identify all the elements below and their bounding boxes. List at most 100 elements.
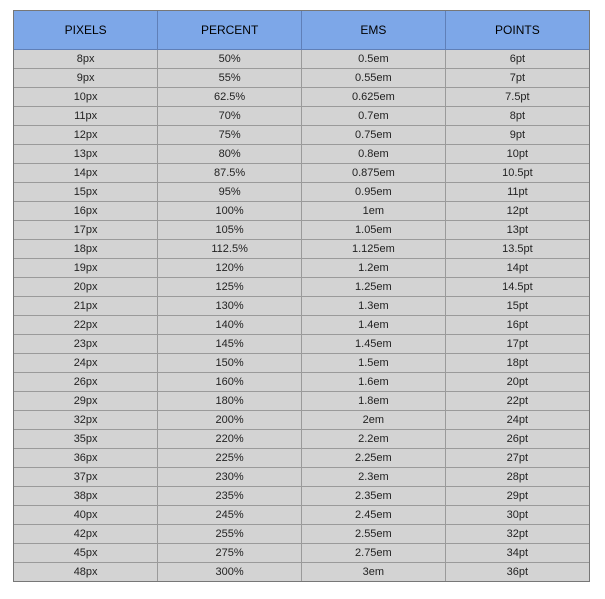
cell-pixels: 15px (14, 182, 159, 202)
table-row: 18px 112.5% 1.125em 13.5pt (14, 239, 589, 259)
cell-pixels: 26px (14, 372, 159, 392)
cell-pixels: 10px (14, 87, 159, 107)
cell-percent: 130% (157, 296, 302, 316)
table-row: 11px 70% 0.7em 8pt (14, 106, 589, 126)
cell-points: 13.5pt (445, 239, 589, 259)
cell-ems: 2.25em (301, 448, 446, 468)
cell-pixels: 21px (14, 296, 159, 316)
table-row: 9px 55% 0.55em 7pt (14, 68, 589, 88)
cell-ems: 1.3em (301, 296, 446, 316)
cell-percent: 255% (157, 524, 302, 544)
cell-percent: 50% (157, 49, 302, 69)
table-row: 17px 105% 1.05em 13pt (14, 220, 589, 240)
cell-ems: 0.8em (301, 144, 446, 164)
table-row: 24px 150% 1.5em 18pt (14, 353, 589, 373)
cell-pixels: 36px (14, 448, 159, 468)
cell-ems: 0.55em (301, 68, 446, 88)
cell-points: 6pt (445, 49, 589, 69)
cell-points: 29pt (445, 486, 589, 506)
cell-points: 13pt (445, 220, 589, 240)
cell-percent: 120% (157, 258, 302, 278)
cell-percent: 200% (157, 410, 302, 430)
cell-points: 7pt (445, 68, 589, 88)
table-row: 45px 275% 2.75em 34pt (14, 543, 589, 563)
cell-pixels: 13px (14, 144, 159, 164)
table-row: 40px 245% 2.45em 30pt (14, 505, 589, 525)
cell-ems: 2em (301, 410, 446, 430)
header-row: PIXELS PERCENT EMS POINTS (14, 11, 589, 50)
table-row: 35px 220% 2.2em 26pt (14, 429, 589, 449)
cell-percent: 70% (157, 106, 302, 126)
cell-pixels: 48px (14, 562, 159, 581)
cell-pixels: 14px (14, 163, 159, 183)
cell-ems: 2.35em (301, 486, 446, 506)
cell-percent: 275% (157, 543, 302, 563)
cell-points: 9pt (445, 125, 589, 145)
column-header-ems: EMS (301, 11, 446, 50)
cell-ems: 1.2em (301, 258, 446, 278)
cell-ems: 1.5em (301, 353, 446, 373)
cell-ems: 2.45em (301, 505, 446, 525)
cell-ems: 2.2em (301, 429, 446, 449)
cell-points: 32pt (445, 524, 589, 544)
cell-ems: 0.625em (301, 87, 446, 107)
cell-percent: 62.5% (157, 87, 302, 107)
cell-percent: 75% (157, 125, 302, 145)
cell-percent: 230% (157, 467, 302, 487)
cell-points: 12pt (445, 201, 589, 221)
table-row: 12px 75% 0.75em 9pt (14, 125, 589, 145)
cell-points: 15pt (445, 296, 589, 316)
cell-percent: 145% (157, 334, 302, 354)
cell-ems: 3em (301, 562, 446, 581)
cell-pixels: 45px (14, 543, 159, 563)
table-row: 8px 50% 0.5em 6pt (14, 49, 589, 69)
cell-percent: 100% (157, 201, 302, 221)
cell-ems: 2.3em (301, 467, 446, 487)
cell-percent: 125% (157, 277, 302, 297)
cell-points: 27pt (445, 448, 589, 468)
column-header-pixels: PIXELS (14, 11, 159, 50)
cell-ems: 1.6em (301, 372, 446, 392)
table-row: 36px 225% 2.25em 27pt (14, 448, 589, 468)
cell-points: 10.5pt (445, 163, 589, 183)
cell-points: 26pt (445, 429, 589, 449)
font-size-conversion-table: PIXELS PERCENT EMS POINTS 8px 50% 0.5em 6pt… (14, 11, 589, 581)
cell-pixels: 17px (14, 220, 159, 240)
cell-ems: 0.7em (301, 106, 446, 126)
column-header-percent: PERCENT (157, 11, 302, 50)
cell-points: 14pt (445, 258, 589, 278)
column-header-points: POINTS (445, 11, 589, 50)
table-header: PIXELS PERCENT EMS POINTS (14, 11, 589, 50)
cell-pixels: 38px (14, 486, 159, 506)
cell-points: 28pt (445, 467, 589, 487)
cell-pixels: 35px (14, 429, 159, 449)
cell-pixels: 29px (14, 391, 159, 411)
cell-ems: 1.05em (301, 220, 446, 240)
cell-pixels: 12px (14, 125, 159, 145)
cell-points: 36pt (445, 562, 589, 581)
table-row: 14px 87.5% 0.875em 10.5pt (14, 163, 589, 183)
cell-percent: 245% (157, 505, 302, 525)
cell-percent: 225% (157, 448, 302, 468)
cell-points: 24pt (445, 410, 589, 430)
cell-pixels: 16px (14, 201, 159, 221)
cell-points: 14.5pt (445, 277, 589, 297)
cell-points: 30pt (445, 505, 589, 525)
cell-percent: 87.5% (157, 163, 302, 183)
cell-pixels: 19px (14, 258, 159, 278)
cell-percent: 160% (157, 372, 302, 392)
cell-ems: 1em (301, 201, 446, 221)
cell-pixels: 8px (14, 49, 159, 69)
cell-ems: 1.25em (301, 277, 446, 297)
cell-pixels: 37px (14, 467, 159, 487)
cell-percent: 150% (157, 353, 302, 373)
cell-points: 22pt (445, 391, 589, 411)
cell-points: 8pt (445, 106, 589, 126)
cell-points: 18pt (445, 353, 589, 373)
cell-pixels: 11px (14, 106, 159, 126)
cell-percent: 95% (157, 182, 302, 202)
table-row: 38px 235% 2.35em 29pt (14, 486, 589, 506)
table-row: 42px 255% 2.55em 32pt (14, 524, 589, 544)
cell-percent: 300% (157, 562, 302, 581)
cell-percent: 55% (157, 68, 302, 88)
